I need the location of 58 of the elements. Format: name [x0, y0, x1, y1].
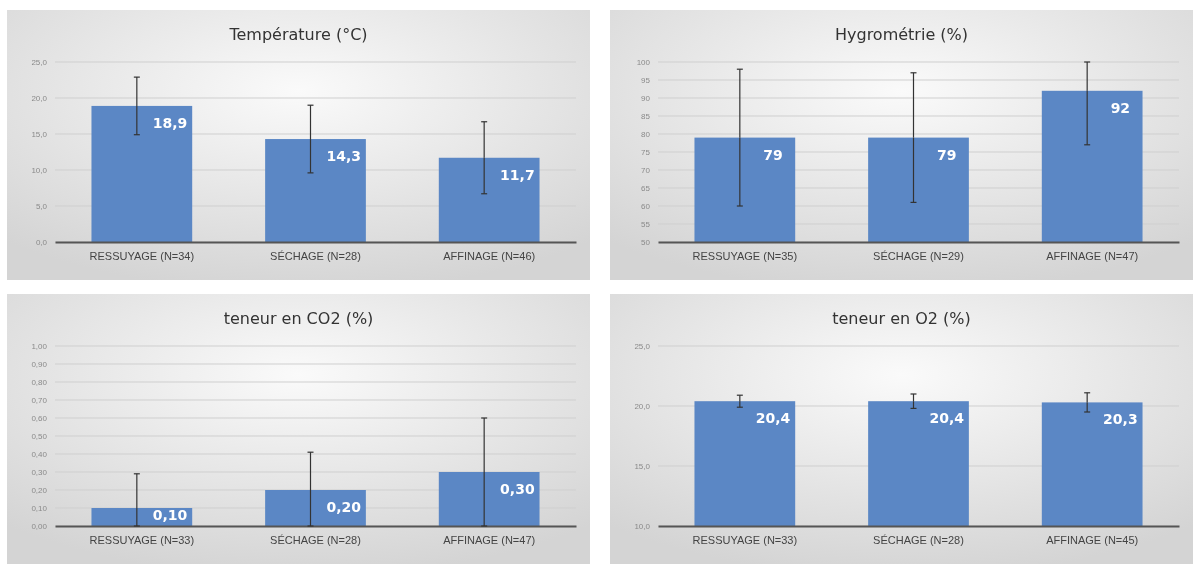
y-tick-label: 5,0 — [35, 202, 48, 212]
y-tick-label: 85 — [641, 112, 651, 122]
y-tick-label: 25,0 — [31, 58, 48, 68]
y-tick-label: 15,0 — [634, 462, 651, 472]
y-tick-label: 90 — [641, 94, 651, 104]
data-label: 20,3 — [1103, 411, 1138, 428]
y-tick-label: 100 — [636, 58, 651, 68]
y-tick-label: 15,0 — [31, 130, 48, 140]
y-tick-label: 0,60 — [31, 414, 48, 424]
data-label: 92 — [1110, 99, 1131, 116]
data-label: 79 — [763, 146, 783, 163]
x-tick-label: SÉCHAGE (N=28) — [873, 533, 964, 546]
x-tick-label: SÉCHAGE (N=29) — [873, 249, 964, 262]
y-tick-label: 0,40 — [31, 450, 48, 460]
x-tick-label: AFFINAGE (N=47) — [1046, 249, 1139, 262]
x-tick-label: SÉCHAGE (N=28) — [270, 533, 361, 546]
data-label: 0,20 — [326, 499, 362, 515]
y-tick-label: 25,0 — [634, 342, 651, 352]
chart-title: teneur en O2 (%) — [832, 309, 971, 328]
data-label: 20,4 — [929, 410, 965, 427]
y-tick-label: 65 — [641, 184, 651, 194]
x-tick-label: SÉCHAGE (N=28) — [270, 249, 361, 262]
data-label: 18,9 — [152, 114, 188, 131]
y-tick-label: 20,0 — [634, 402, 651, 412]
y-tick-label: 0,80 — [31, 378, 48, 388]
data-label: 0,30 — [500, 481, 535, 497]
chart-title: teneur en CO2 (%) — [223, 309, 374, 328]
x-tick-label: AFFINAGE (N=47) — [443, 533, 536, 546]
y-tick-label: 0,10 — [31, 504, 48, 514]
x-tick-label: AFFINAGE (N=45) — [1046, 533, 1139, 546]
data-label: 14,3 — [326, 148, 361, 165]
x-tick-label: AFFINAGE (N=46) — [443, 249, 536, 262]
data-label: 20,4 — [755, 410, 791, 427]
y-tick-label: 1,00 — [31, 342, 48, 352]
y-tick-label: 0,50 — [31, 432, 48, 442]
y-tick-label: 50 — [641, 238, 651, 248]
x-tick-label: RESSUYAGE (N=35) — [692, 249, 798, 262]
y-tick-label: 60 — [641, 202, 651, 212]
x-tick-label: RESSUYAGE (N=33) — [89, 533, 195, 546]
chart-title: Température (°C) — [228, 25, 368, 44]
y-tick-label: 10,0 — [634, 522, 651, 532]
y-tick-label: 20,0 — [31, 94, 48, 104]
data-label: 79 — [936, 146, 957, 163]
data-label: 11,7 — [500, 166, 535, 183]
y-tick-label: 75 — [641, 148, 651, 158]
y-tick-label: 0,30 — [31, 468, 48, 478]
y-tick-label: 0,90 — [31, 360, 48, 370]
y-tick-label: 95 — [641, 76, 651, 86]
y-tick-label: 0,20 — [31, 486, 48, 496]
x-tick-label: RESSUYAGE (N=34) — [89, 249, 195, 262]
x-tick-label: RESSUYAGE (N=33) — [692, 533, 798, 546]
chart-title: Hygrométrie (%) — [834, 25, 969, 44]
y-tick-label: 0,70 — [31, 396, 48, 406]
y-tick-label: 70 — [641, 166, 651, 176]
y-tick-label: 55 — [641, 220, 651, 230]
y-tick-label: 80 — [641, 130, 651, 140]
data-label: 0,10 — [152, 507, 188, 523]
y-tick-label: 10,0 — [31, 166, 48, 176]
